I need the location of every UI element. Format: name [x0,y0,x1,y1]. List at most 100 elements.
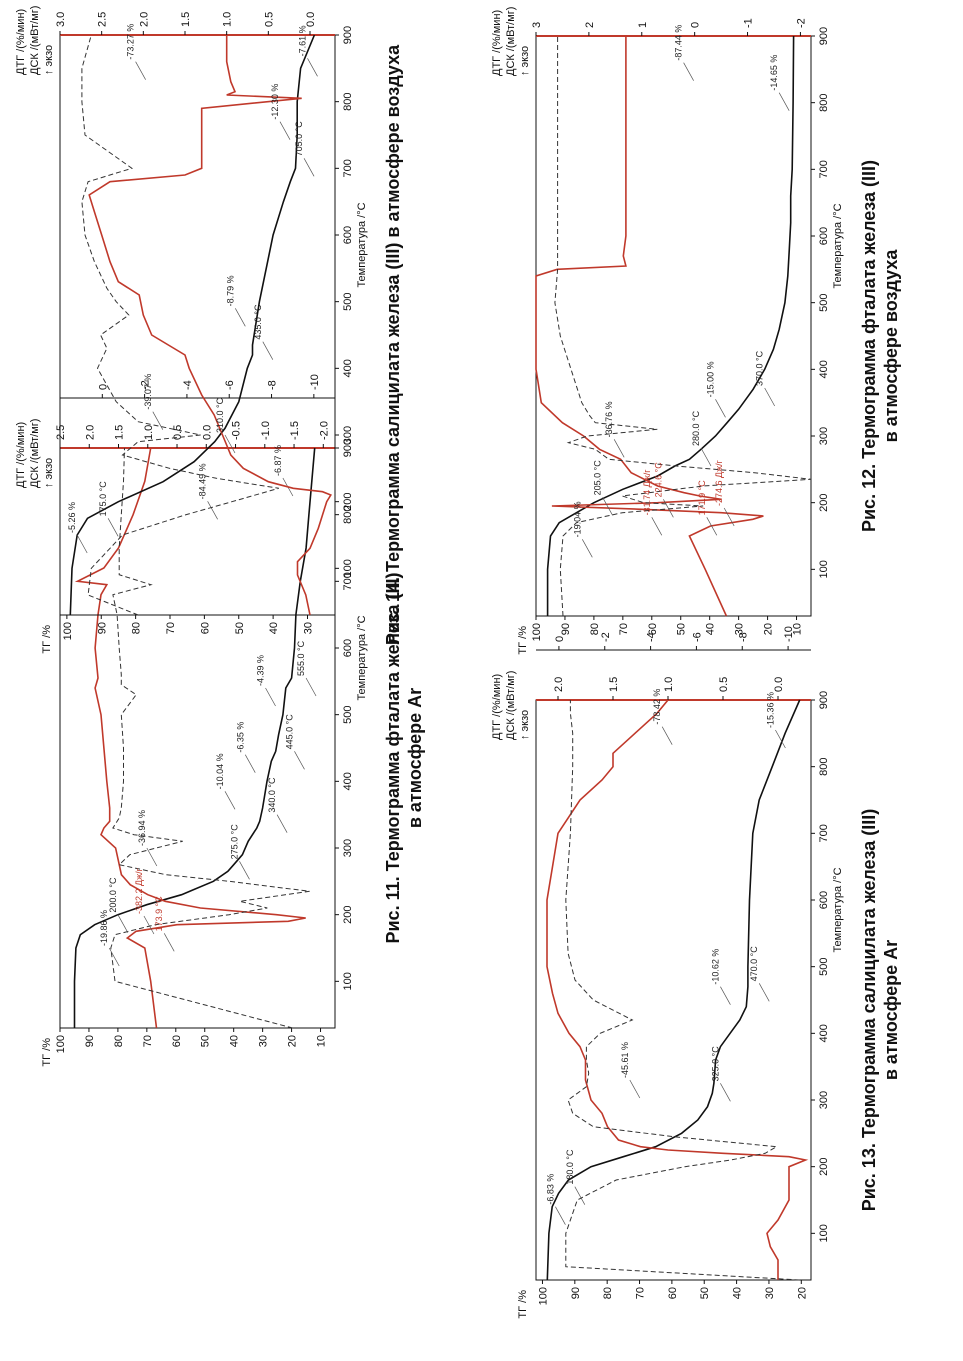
fig14-xtick-label: 200 [342,492,354,510]
chart-fig14: 100 200 300 400 500 600 700 800 900 Температура /… [0,5,470,685]
fig12-annotation-leader [651,517,663,536]
fig14-exo-label: ↑ экзо [43,45,55,75]
fig11-ytick-left-label: 80 [113,1035,125,1047]
fig14-ytick-dsc-label: 0.0 [305,12,317,27]
fig12-xtick-label: 900 [818,27,830,45]
fig11-ytick-dtg-label: -6 [224,380,236,390]
fig13-xtick-label: 700 [818,824,830,842]
fig13-ytick-dtg-label: -2 [600,632,612,642]
fig13-y-dtg-label: ДТГ /(%/мин) [491,674,503,740]
fig12-annotation-leader [700,447,712,467]
fig11-annotation-label: -6.35 % [235,722,245,753]
fig14-ytick-left-label: 80 [131,622,143,634]
fig12-annotation-leader [613,439,625,458]
fig13-annotation-leader [661,726,673,745]
fig12-annotation-leader [663,499,674,518]
fig11-ytick-left-label: 70 [142,1035,154,1047]
fig11-annotation-leader [143,915,155,935]
fig13-annotation-leader [720,1083,731,1102]
chart-fig12-caption: Рис. 12. Термограмма фталата железа (III… [858,6,902,686]
fig12-series-dsc [535,36,764,617]
fig14-xtick-label: 700 [342,159,354,177]
fig12-annotation-leader [706,517,718,536]
fig12-exo-label: ↑ экзо [519,46,531,76]
fig14-ytick-left-label: 90 [96,622,108,634]
fig11-ytick-dsc-label: -2.0 [318,421,330,440]
fig13-ytick-dsc-label: 1.0 [663,677,675,692]
fig12-annotation-label: 280.0 °C [691,410,701,446]
fig11-annotation-leader [146,847,158,867]
fig11-series-dsc [74,447,306,1029]
fig14-y-left-label: ТГ /% [41,625,53,654]
fig13-x-axis-label: Температура /°C [832,867,844,952]
fig11-annotation-leader [163,933,175,952]
fig12-annotation-label: -87.44 % [674,25,684,61]
chart-fig12-subtitle: в атмосфере воздуха [881,249,901,443]
fig13-xtick-label: 500 [818,957,830,975]
fig11-xtick-label: 100 [342,972,354,990]
fig12-xtick-label: 500 [818,293,830,311]
fig14-ytick-dsc-label: 1.5 [180,12,192,27]
fig14-series-tg [69,34,316,616]
fig11-ytick-dsc-label: 0.0 [201,425,213,440]
fig13-annotation-leader [555,1206,566,1225]
fig12-ytick-left-label: 90 [560,623,572,635]
fig11-ytick-dsc-label: -1.0 [260,421,272,440]
fig13-annotation-leader [775,729,786,749]
fig11-ytick-left-label: 100 [55,1035,67,1053]
fig12-ytick-left-label: 10 [792,623,804,635]
fig11-y-left-label: ТГ /% [41,1038,53,1067]
fig13-exo-label: ↑ экзо [519,710,531,740]
fig11-ytick-left-label: 90 [84,1035,96,1047]
fig12-xtick-label: 400 [818,360,830,378]
chart-fig12-title: Рис. 12. Термограмма фталата железа (III… [859,159,879,533]
fig13-ytick-dtg-label: 0 [554,636,566,642]
fig11-y-dtg-label: ДТГ /(%/мин) [15,422,27,488]
chart-fig13-subtitle: в атмосфере Ar [881,939,901,1081]
fig11-ytick-dsc-label: -1.5 [289,421,301,440]
chart-fig13-caption: Рис. 13. Термограмма салицилата железа (… [858,670,902,1350]
fig13-ytick-dtg-label: -8 [737,632,749,642]
fig13-ytick-left-label: 70 [635,1287,647,1299]
fig13-annotation-leader [629,1079,641,1099]
fig13-xtick-label: 900 [818,691,830,709]
chart-fig13-title: Рис. 13. Термограмма салицилата железа (… [859,808,879,1212]
fig11-xtick-label: 500 [342,705,354,723]
fig14-annotation-label: -5.26 % [67,502,77,533]
fig13-ytick-left-label: 90 [570,1287,582,1299]
fig12-series-tg [546,35,795,616]
fig11-ytick-left-label: 40 [229,1035,241,1047]
fig13-y-dsc-label: ДСК /(мВт/мг) [505,671,517,740]
fig13-ytick-dsc-label: 2.0 [553,677,565,692]
fig14-xtick-label: 400 [342,359,354,377]
fig12-annotation-leader [715,399,726,418]
fig14-annotation-leader [307,58,318,77]
fig11-annotation-label: -6.87 % [273,445,283,476]
fig14-y-dtg-label: ДТГ /(%/мин) [15,9,27,75]
fig12-ytick-left-label: 20 [763,623,775,635]
fig14-ytick-left-label: 60 [199,622,211,634]
fig12-ytick-dsc-label: -1 [743,18,755,28]
fig13-xtick-label: 200 [818,1157,830,1175]
fig11-ytick-left-label: 30 [258,1035,270,1047]
fig13-annotation-label: 180.0 °C [565,1149,575,1185]
fig12-annotation-leader [723,507,735,527]
fig12-annotation-leader [602,497,613,516]
fig14-xtick-label: 800 [342,92,354,110]
fig12-annotation-label: 171.9 °C [697,480,707,516]
fig14-ytick-left-label: 50 [234,622,246,634]
fig11-annotation-leader [244,754,256,773]
fig13-annotation-label: -78.42 % [652,689,662,725]
fig12-xtick-label: 300 [818,427,830,445]
fig13-annotation-leader [720,986,731,1005]
fig14-xtick-label: 300 [342,426,354,444]
fig12-annotation-label: -15.00 % [705,361,715,397]
fig13-ytick-left-label: 20 [796,1287,808,1299]
fig14-xtick-label: 100 [342,559,354,577]
fig14-ytick-dsc-label: 2.0 [138,12,150,27]
fig11-annotation-label: 445.0 °C [284,714,294,750]
fig11-ytick-dtg-label: -8 [267,380,279,390]
fig12-xtick-label: 700 [818,160,830,178]
